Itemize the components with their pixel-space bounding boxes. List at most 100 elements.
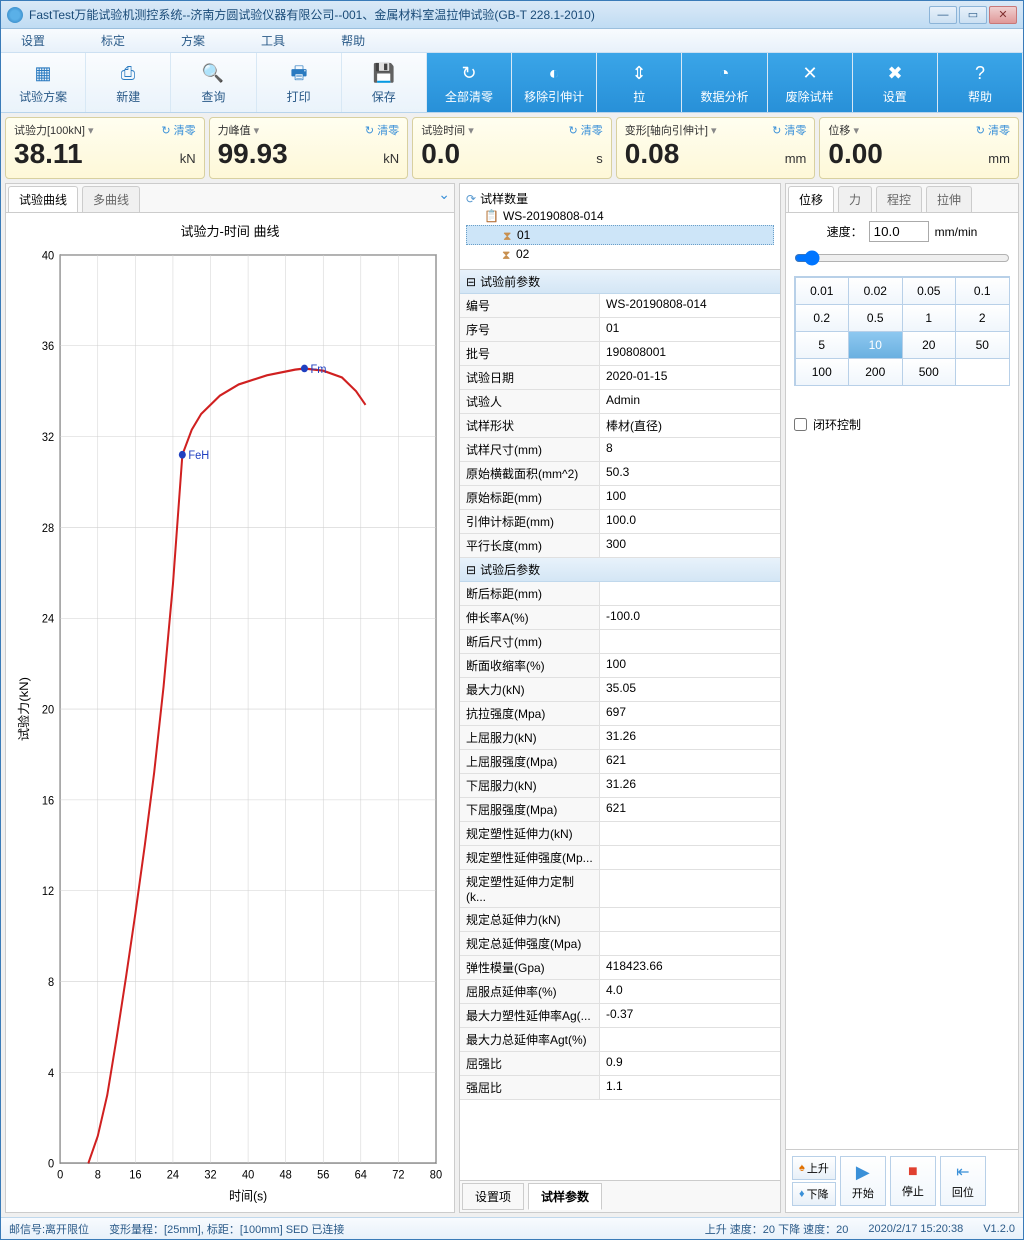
control-tab-力[interactable]: 力 xyxy=(838,186,872,212)
param-row[interactable]: 屈服点延伸率(%)4.0 xyxy=(460,980,780,1004)
param-row[interactable]: 规定塑性延伸强度(Mp... xyxy=(460,846,780,870)
param-row[interactable]: 弹性模量(Gpa)418423.66 xyxy=(460,956,780,980)
toolbar-移除引伸计[interactable]: ◐移除引伸计 xyxy=(512,53,597,112)
toolbar-打印[interactable]: 🖶打印 xyxy=(257,53,342,112)
speed-preset-500[interactable]: 500 xyxy=(902,358,957,386)
param-row[interactable]: 编号WS-20190808-014 xyxy=(460,294,780,318)
control-tab-拉伸[interactable]: 拉伸 xyxy=(926,186,972,212)
param-row[interactable]: 试验日期2020-01-15 xyxy=(460,366,780,390)
param-row[interactable]: 伸长率A(%)-100.0 xyxy=(460,606,780,630)
param-row[interactable]: 下屈服力(kN)31.26 xyxy=(460,774,780,798)
toolbar-废除试样[interactable]: ✕废除试样 xyxy=(768,53,853,112)
speed-preset-1[interactable]: 1 xyxy=(902,304,957,332)
tab-settings-items[interactable]: 设置项 xyxy=(462,1183,524,1210)
menu-calibrate[interactable]: 标定 xyxy=(101,32,125,49)
param-section-header[interactable]: ⊟ 试验前参数 xyxy=(460,270,780,294)
tab-sample-params[interactable]: 试样参数 xyxy=(528,1183,602,1210)
speed-preset-200[interactable]: 200 xyxy=(848,358,903,386)
refresh-icon[interactable]: ⟳ xyxy=(466,192,476,206)
return-button[interactable]: ⇤回位 xyxy=(940,1156,986,1206)
svg-text:64: 64 xyxy=(355,1169,368,1182)
toolbar-全部清零[interactable]: ↻全部清零 xyxy=(427,53,512,112)
toolbar-设置[interactable]: ✖设置 xyxy=(853,53,938,112)
speed-preset-2[interactable]: 2 xyxy=(955,304,1010,332)
toolbar-icon: ⇕ xyxy=(627,61,651,85)
up-button[interactable]: ♠上升 xyxy=(792,1156,836,1180)
speed-preset-100[interactable]: 100 xyxy=(795,358,850,386)
close-button[interactable]: ✕ xyxy=(989,6,1017,24)
speed-preset-0.5[interactable]: 0.5 xyxy=(848,304,903,332)
clear-button[interactable]: 清零 xyxy=(365,122,399,138)
param-section-header[interactable]: ⊟ 试验后参数 xyxy=(460,558,780,582)
toolbar-试验方案[interactable]: ▦试验方案 xyxy=(1,53,86,112)
closed-loop-checkbox[interactable] xyxy=(794,418,807,431)
menu-settings[interactable]: 设置 xyxy=(21,32,45,49)
clear-button[interactable]: 清零 xyxy=(569,122,603,138)
param-row[interactable]: 抗拉强度(Mpa)697 xyxy=(460,702,780,726)
speed-preset-20[interactable]: 20 xyxy=(902,331,957,359)
readout-变形[轴向引伸计]: 变形[轴向引伸计] ▾清零0.08mm xyxy=(616,117,816,179)
toolbar-数据分析[interactable]: ◔数据分析 xyxy=(682,53,767,112)
start-button[interactable]: ▶开始 xyxy=(840,1156,886,1206)
param-row[interactable]: 规定总延伸强度(Mpa) xyxy=(460,932,780,956)
maximize-button[interactable]: ▭ xyxy=(959,6,987,24)
tab-test-curve[interactable]: 试验曲线 xyxy=(8,186,78,212)
clear-button[interactable]: 清零 xyxy=(772,122,806,138)
statusbar: 邮信号:离开限位 变形量程：[25mm], 标距：[100mm] SED 已连接… xyxy=(1,1217,1023,1239)
param-row[interactable]: 断面收缩率(%)100 xyxy=(460,654,780,678)
control-tab-位移[interactable]: 位移 xyxy=(788,186,834,212)
stop-button[interactable]: ■停止 xyxy=(890,1156,936,1206)
speed-preset-50[interactable]: 50 xyxy=(955,331,1010,359)
menu-tools[interactable]: 工具 xyxy=(261,32,285,49)
tree-batch[interactable]: 📋 WS-20190808-014 xyxy=(466,207,774,225)
toolbar-拉[interactable]: ⇕拉 xyxy=(597,53,682,112)
speed-preset-0.2[interactable]: 0.2 xyxy=(795,304,850,332)
menu-help[interactable]: 帮助 xyxy=(341,32,365,49)
toolbar-新建[interactable]: ⎙新建 xyxy=(86,53,171,112)
svg-text:16: 16 xyxy=(42,795,54,808)
tab-multi-curve[interactable]: 多曲线 xyxy=(82,186,140,212)
param-row[interactable]: 规定塑性延伸力(kN) xyxy=(460,822,780,846)
param-row[interactable]: 规定总延伸力(kN) xyxy=(460,908,780,932)
toolbar-帮助[interactable]: ?帮助 xyxy=(938,53,1023,112)
speed-preset-10[interactable]: 10 xyxy=(848,331,903,359)
param-row[interactable]: 序号01 xyxy=(460,318,780,342)
param-row[interactable]: 试验人Admin xyxy=(460,390,780,414)
speed-preset-0.02[interactable]: 0.02 xyxy=(848,277,903,305)
control-tab-程控[interactable]: 程控 xyxy=(876,186,922,212)
param-row[interactable]: 屈强比0.9 xyxy=(460,1052,780,1076)
param-row[interactable]: 最大力塑性延伸率Ag(...-0.37 xyxy=(460,1004,780,1028)
collapse-icon[interactable]: ⌄ xyxy=(438,186,450,203)
param-row[interactable]: 断后标距(mm) xyxy=(460,582,780,606)
param-row[interactable]: 断后尺寸(mm) xyxy=(460,630,780,654)
param-row[interactable]: 规定塑性延伸力定制(k... xyxy=(460,870,780,908)
param-row[interactable]: 最大力总延伸率Agt(%) xyxy=(460,1028,780,1052)
speed-preset-0.05[interactable]: 0.05 xyxy=(902,277,957,305)
speed-preset-5[interactable]: 5 xyxy=(795,331,850,359)
speed-preset-0.01[interactable]: 0.01 xyxy=(795,277,850,305)
param-row[interactable]: 批号190808001 xyxy=(460,342,780,366)
param-row[interactable]: 下屈服强度(Mpa)621 xyxy=(460,798,780,822)
tree-sample-02[interactable]: ⧗ 02 xyxy=(466,245,774,263)
minimize-button[interactable]: — xyxy=(929,6,957,24)
param-row[interactable]: 最大力(kN)35.05 xyxy=(460,678,780,702)
speed-slider[interactable] xyxy=(794,250,1010,266)
tree-sample-01[interactable]: ⧗ 01 xyxy=(466,225,774,245)
param-row[interactable]: 上屈服强度(Mpa)621 xyxy=(460,750,780,774)
speed-preset-0.1[interactable]: 0.1 xyxy=(955,277,1010,305)
clear-button[interactable]: 清零 xyxy=(161,122,195,138)
toolbar-查询[interactable]: 🔍查询 xyxy=(171,53,256,112)
param-row[interactable]: 试样尺寸(mm)8 xyxy=(460,438,780,462)
param-row[interactable]: 试样形状棒材(直径) xyxy=(460,414,780,438)
clear-button[interactable]: 清零 xyxy=(976,122,1010,138)
speed-input[interactable] xyxy=(869,221,929,242)
param-row[interactable]: 平行长度(mm)300 xyxy=(460,534,780,558)
menu-plan[interactable]: 方案 xyxy=(181,32,205,49)
param-row[interactable]: 引伸计标距(mm)100.0 xyxy=(460,510,780,534)
param-row[interactable]: 强屈比1.1 xyxy=(460,1076,780,1100)
down-button[interactable]: ♦下降 xyxy=(792,1182,836,1206)
toolbar-保存[interactable]: 💾保存 xyxy=(342,53,427,112)
param-row[interactable]: 上屈服力(kN)31.26 xyxy=(460,726,780,750)
param-row[interactable]: 原始标距(mm)100 xyxy=(460,486,780,510)
param-row[interactable]: 原始横截面积(mm^2)50.3 xyxy=(460,462,780,486)
